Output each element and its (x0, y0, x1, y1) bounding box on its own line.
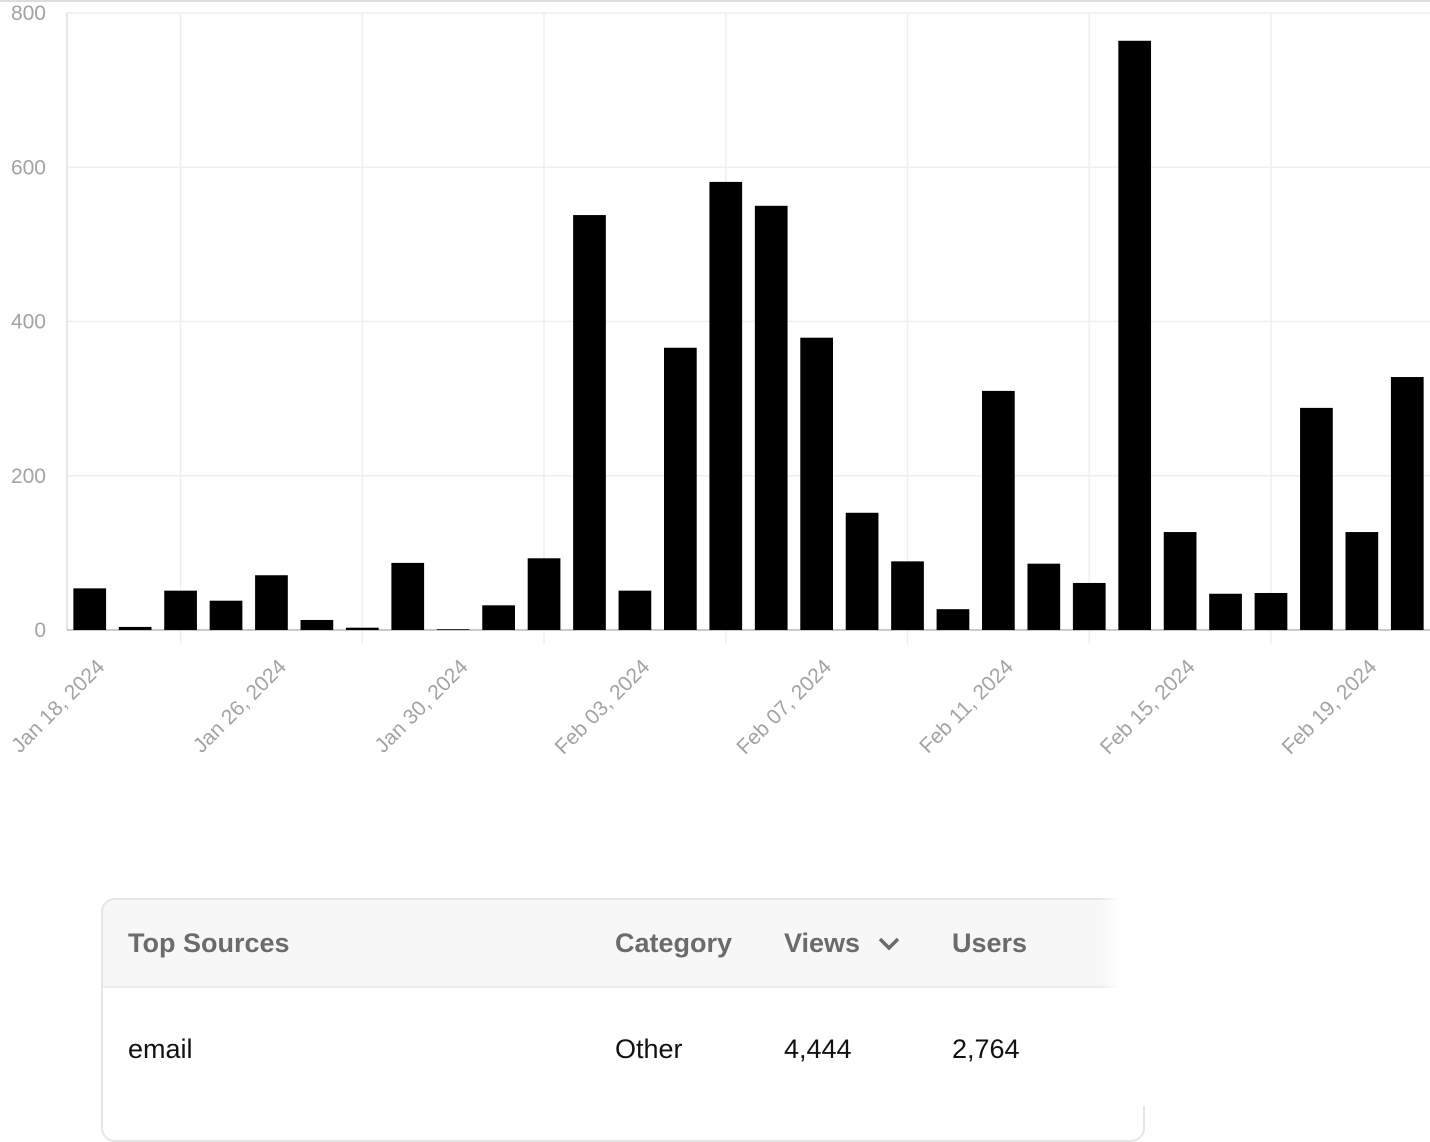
table-row[interactable]: email Other 4,444 2,764 (103, 988, 1143, 1108)
bar (709, 181, 743, 630)
bar (345, 627, 379, 630)
bar (527, 558, 561, 630)
bar (1345, 532, 1379, 630)
x-tick-label: Feb 07, 2024 (732, 655, 836, 759)
cell: 4,444 (784, 1034, 852, 1064)
bar (1027, 563, 1061, 630)
y-tick-label: 400 (11, 311, 46, 334)
bar (209, 600, 243, 630)
bar (982, 390, 1015, 630)
cell: 2,764 (952, 1034, 1020, 1064)
bar (255, 575, 288, 630)
y-tick-label: 800 (11, 2, 46, 25)
header-cell[interactable]: Views (784, 928, 861, 958)
bar (891, 561, 924, 630)
bar (663, 347, 697, 630)
bar (1163, 532, 1197, 630)
header-cell: Users (952, 928, 1028, 958)
y-tick-label: 0 (34, 619, 46, 642)
x-tick-label: Jan 18, 2024 (7, 655, 109, 757)
bar (482, 605, 515, 630)
fade-overlay (1100, 890, 1430, 1106)
bar (1072, 582, 1106, 630)
bar (800, 337, 834, 630)
header-cell: Top Sources (128, 928, 290, 958)
bar (1300, 407, 1333, 630)
x-tick-label: Jan 26, 2024 (189, 655, 291, 757)
chart: 0 200 400 600 800 Jan 18, 2024 Jan 26, 2024 Jan… (0, 0, 1430, 759)
bar (1209, 593, 1242, 630)
bar (1118, 40, 1152, 630)
bar (118, 626, 152, 630)
x-tick-label: Jan 30, 2024 (371, 655, 473, 757)
bar (573, 215, 606, 630)
sort-icon[interactable] (877, 936, 901, 952)
bar (1254, 592, 1288, 630)
x-tick-label: Feb 11, 2024 (915, 655, 1018, 758)
bar (73, 588, 107, 630)
cell: Other (615, 1034, 683, 1064)
bar (754, 205, 788, 630)
y-tick-label: 200 (11, 465, 46, 488)
bar (1390, 377, 1424, 630)
cell: email (128, 1034, 193, 1064)
bar (436, 629, 470, 630)
header-cell: Category (615, 928, 733, 958)
x-tick-label: Feb 19, 2024 (1278, 655, 1382, 759)
bar (618, 590, 652, 630)
bar (391, 562, 425, 630)
table-card: Top Sources Category Views Users email O… (101, 898, 1145, 1142)
y-tick-label: 600 (11, 156, 46, 179)
bar (300, 619, 334, 630)
bar (845, 512, 879, 630)
bar (936, 609, 970, 630)
x-tick-label: Feb 03, 2024 (551, 655, 655, 759)
x-tick-label: Feb 15, 2024 (1096, 655, 1200, 759)
table-header: Top Sources Category Views Users (103, 900, 1143, 988)
bar (164, 590, 197, 630)
